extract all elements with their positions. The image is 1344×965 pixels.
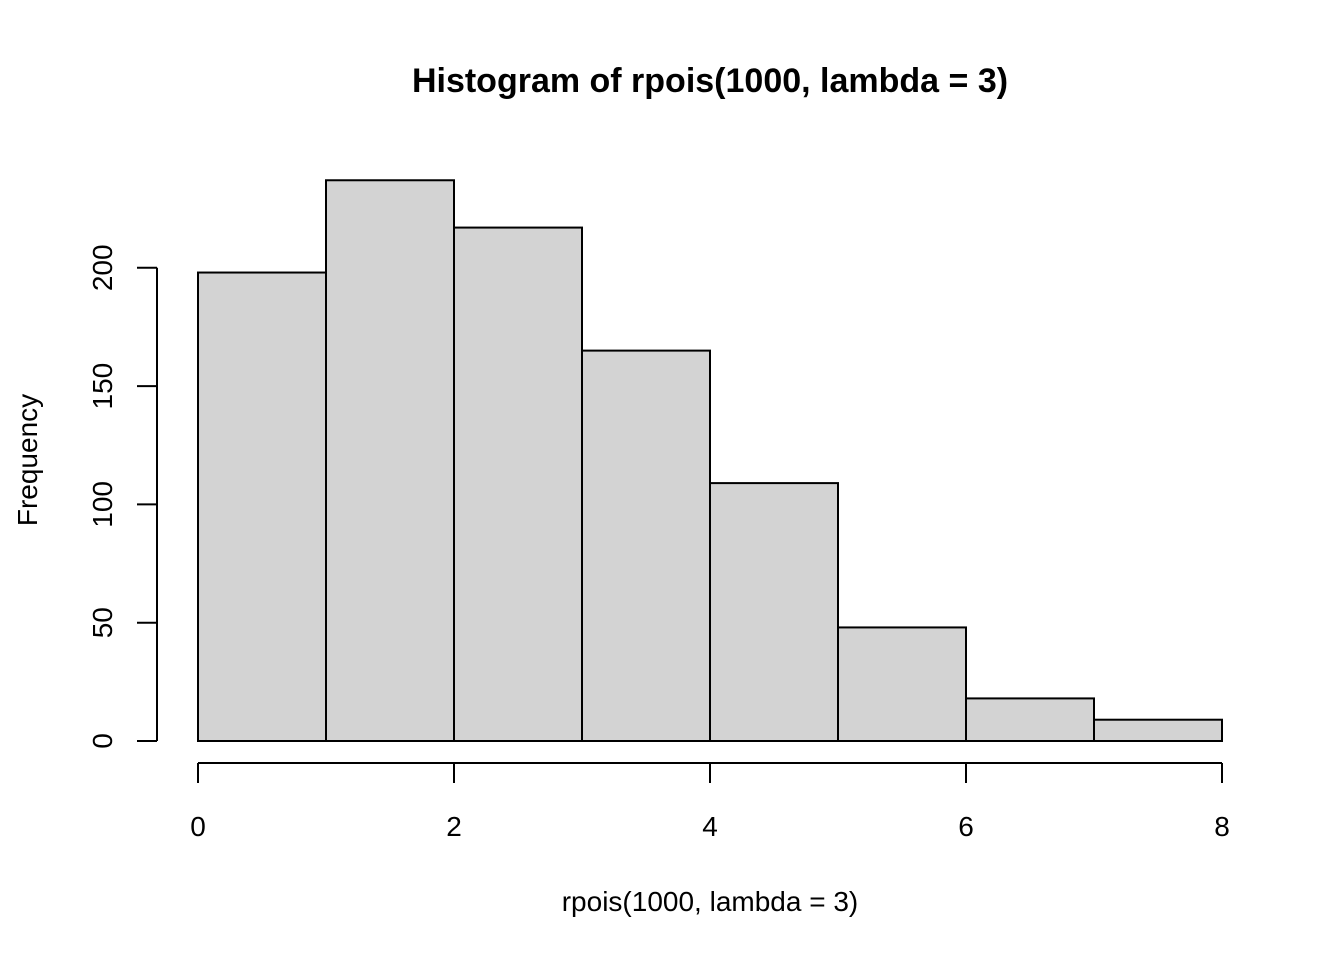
histogram-bar <box>453 226 583 742</box>
x-axis: 0 2 4 6 8 <box>190 762 1230 842</box>
bars-group <box>197 179 1223 743</box>
y-tick-label: 200 <box>87 244 118 291</box>
x-tick-label: 6 <box>958 811 974 842</box>
histogram-bar <box>965 697 1095 742</box>
y-axis-label: Frequency <box>12 394 43 526</box>
chart-title: Histogram of rpois(1000, lambda = 3) <box>412 62 1008 100</box>
x-tick-label: 2 <box>446 811 462 842</box>
y-tick-label: 150 <box>87 363 118 410</box>
histogram-bar <box>837 626 967 743</box>
x-tick-label: 8 <box>1214 811 1230 842</box>
histogram-bar <box>709 482 839 742</box>
y-tick-label: 100 <box>87 481 118 528</box>
histogram-bar <box>581 349 711 742</box>
histogram-bar <box>197 271 327 742</box>
histogram-bar <box>1093 718 1223 742</box>
x-tick-label: 0 <box>190 811 206 842</box>
y-tick-label: 0 <box>87 733 118 749</box>
x-axis-label: rpois(1000, lambda = 3) <box>562 886 859 917</box>
x-tick-label: 4 <box>702 811 718 842</box>
histogram-bar <box>325 179 455 742</box>
y-tick-label: 50 <box>87 607 118 638</box>
y-axis: 0 50 100 150 200 <box>87 244 158 749</box>
